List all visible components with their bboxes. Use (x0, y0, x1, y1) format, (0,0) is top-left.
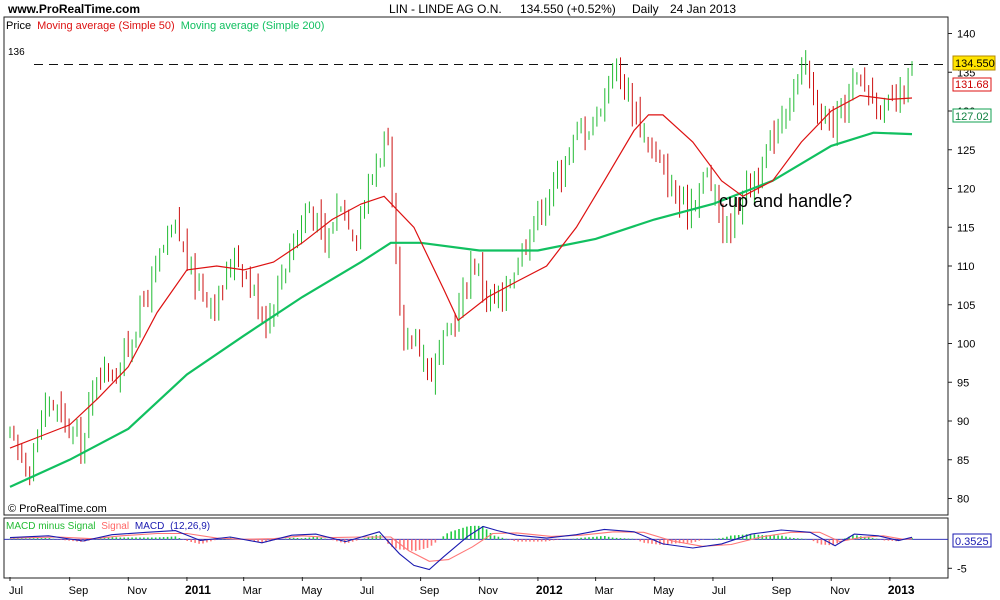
legend-macd-macd: MACD (135, 521, 164, 532)
instrument-title: LIN - LINDE AG O.N. (389, 2, 502, 16)
x-tick-label: Nov (127, 585, 147, 597)
x-tick-label: Jul (712, 585, 726, 597)
ma200-badge: 127.02 (952, 108, 992, 123)
site-label[interactable]: www.ProRealTime.com (7, 2, 140, 16)
y-tick-label: 105 (957, 300, 975, 312)
x-tick-label: 2013 (888, 583, 915, 597)
last-price-value: 134.550 (955, 58, 995, 70)
legend-price-label: Price (6, 20, 31, 32)
y-tick-label: 80 (957, 494, 969, 506)
quote-label: 134.550 (+0.52%) (520, 2, 616, 16)
macd-badge: 0.3525 (952, 533, 992, 548)
y-tick-label: 115 (957, 222, 975, 234)
legend-price: Price Moving average (Simple 50) Moving … (6, 20, 324, 32)
resistance-label: 136 (8, 47, 25, 58)
legend-macd-params: (12,26,9) (170, 521, 210, 532)
ma50-value: 131.68 (955, 79, 989, 91)
x-tick-label: 2012 (536, 583, 563, 597)
y-tick-label: 140 (957, 29, 975, 41)
copyright-label: © ProRealTime.com (8, 503, 107, 515)
x-tick-label: Nov (830, 585, 850, 597)
y-tick-label: 125 (957, 145, 975, 157)
price-y-axis: 14013513012512011511010510095908580 (948, 29, 975, 506)
x-tick-label: 2011 (185, 583, 211, 597)
y-tick-label: 95 (957, 377, 969, 389)
candles-group (9, 50, 913, 486)
y-tick-label: 120 (957, 184, 975, 196)
x-tick-label: Sep (69, 585, 89, 597)
x-tick-label: Jul (9, 585, 23, 597)
x-axis: Jul Sep Nov 2011 Mar May Jul Sep Nov 2012 Mar May Ju… (9, 577, 915, 597)
annotation-text: cup and handle? (719, 191, 852, 211)
x-tick-label: May (301, 585, 322, 597)
x-tick-label: Jul (360, 585, 374, 597)
period-label: Daily (632, 2, 659, 16)
x-tick-label: May (653, 585, 674, 597)
x-tick-label: Sep (420, 585, 440, 597)
last-price-badge: 134.550 (952, 55, 996, 71)
macd-y-axis: -5 (948, 563, 967, 575)
y-tick-label: 90 (957, 416, 969, 428)
ma50-line (9, 94, 913, 449)
macd-plot-area (4, 525, 948, 571)
legend-ma200-label: Moving average (Simple 200) (181, 20, 325, 32)
y-tick-label: 85 (957, 455, 969, 467)
legend-macd: MACD minus Signal Signal MACD (12,26,9) (6, 521, 210, 532)
ma200-value: 127.02 (955, 111, 989, 123)
legend-ma50-label: Moving average (Simple 50) (37, 20, 175, 32)
ma50-badge: 131.68 (952, 77, 992, 92)
macd-value: 0.3525 (955, 536, 989, 548)
ma200-line (9, 131, 913, 488)
x-tick-label: Mar (243, 585, 262, 597)
x-tick-label: Mar (595, 585, 614, 597)
price-plot-area (9, 50, 948, 488)
y-tick-label: 100 (957, 339, 975, 351)
date-label: 24 Jan 2013 (670, 2, 736, 16)
legend-macd-signal: Signal (101, 521, 129, 532)
macd-panel-frame (3, 517, 949, 579)
macd-line (9, 525, 913, 571)
price-panel-frame (3, 16, 949, 516)
legend-macd-hist: MACD minus Signal (6, 521, 95, 532)
x-tick-label: Sep (772, 585, 792, 597)
macd-tick-label: -5 (957, 563, 967, 575)
x-tick-label: Nov (478, 585, 498, 597)
y-tick-label: 110 (957, 261, 975, 273)
